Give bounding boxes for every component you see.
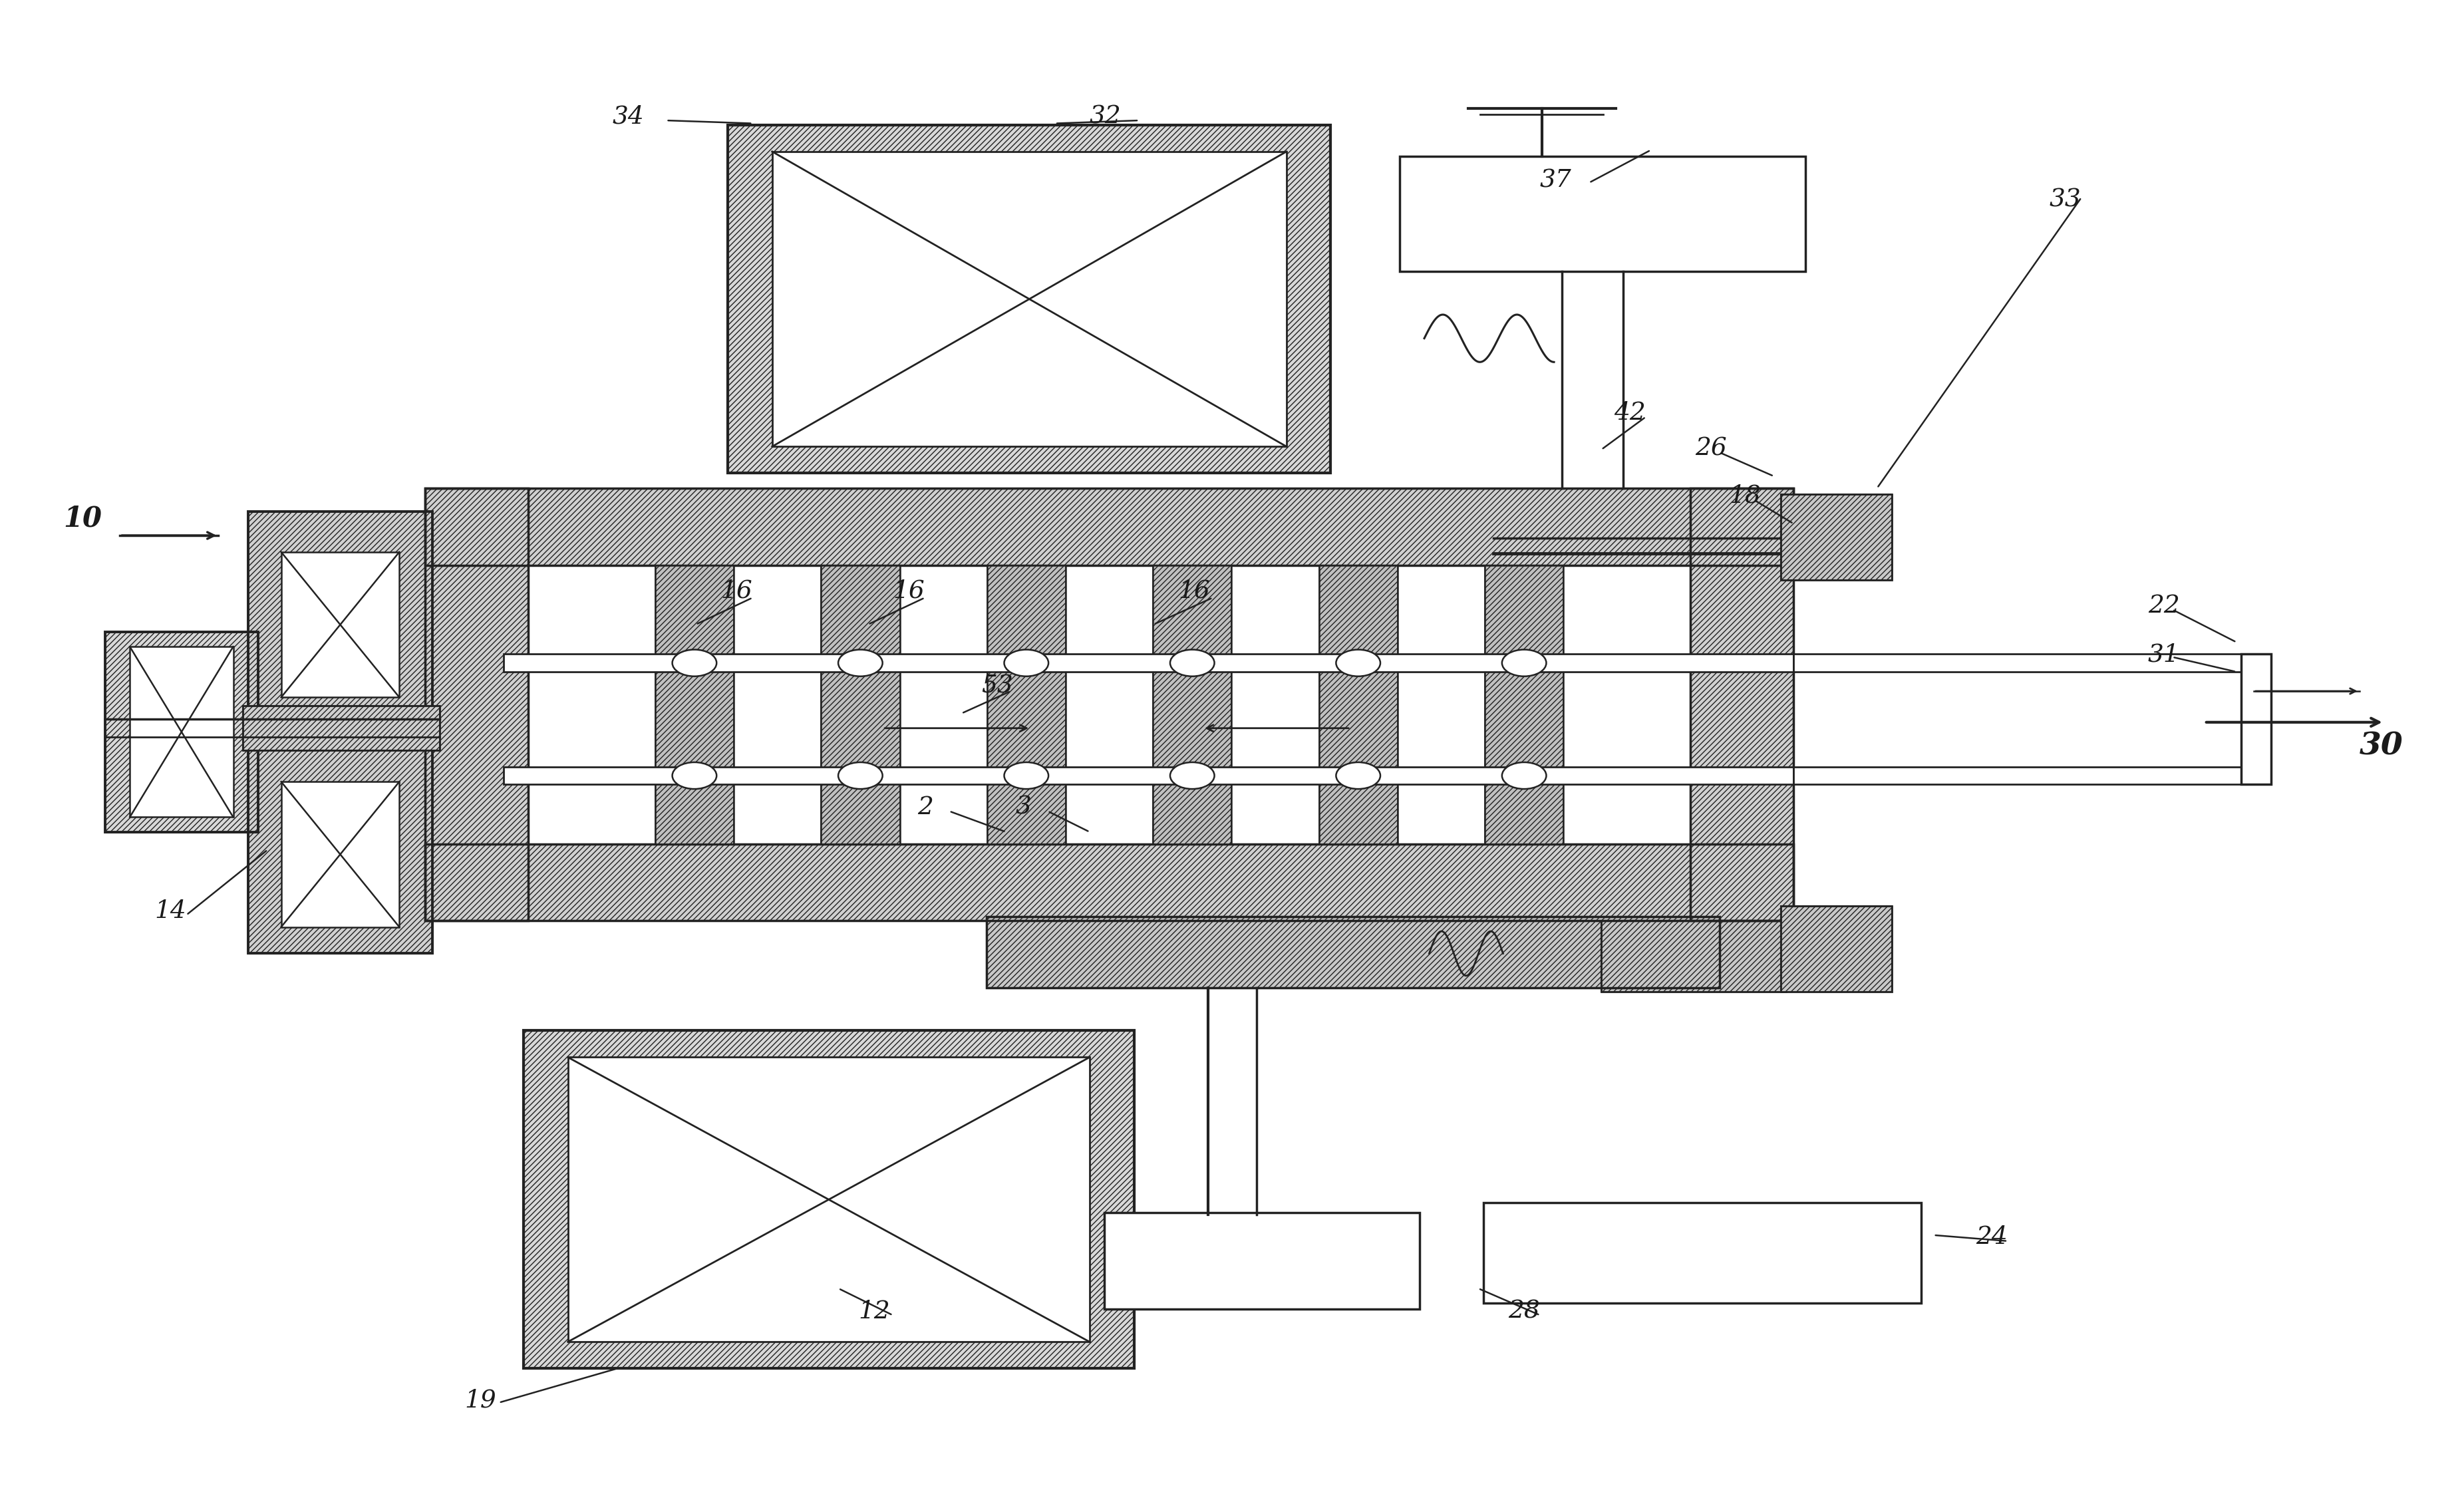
Text: 33: 33	[2050, 187, 2080, 211]
Bar	[106, 632, 259, 832]
Text: 22: 22	[2146, 594, 2178, 618]
Text: 12: 12	[857, 1300, 890, 1324]
Text: 26: 26	[1695, 437, 1727, 461]
Circle shape	[673, 762, 717, 789]
Bar	[567, 1057, 1089, 1342]
Text: 42: 42	[1614, 401, 1646, 425]
Bar	[655, 565, 734, 844]
Text: 37: 37	[1540, 168, 1572, 193]
Circle shape	[1501, 649, 1545, 676]
Bar	[821, 565, 899, 844]
Circle shape	[1501, 762, 1545, 789]
Circle shape	[1003, 762, 1047, 789]
Bar	[727, 125, 1331, 473]
Bar	[244, 706, 439, 750]
Bar	[727, 125, 1331, 473]
Bar	[1690, 487, 1794, 921]
Circle shape	[838, 649, 882, 676]
Circle shape	[1003, 649, 1047, 676]
Bar	[249, 511, 431, 954]
Bar	[1318, 565, 1397, 844]
Bar	[2240, 654, 2269, 785]
Text: 31: 31	[2146, 643, 2178, 667]
Bar	[1794, 767, 2240, 785]
Text: 53: 53	[981, 675, 1013, 698]
Text: 34: 34	[611, 106, 643, 129]
Circle shape	[1170, 649, 1215, 676]
Bar	[503, 767, 1794, 785]
Bar	[1781, 493, 1892, 580]
Circle shape	[1335, 762, 1380, 789]
Text: 18: 18	[1730, 484, 1762, 508]
Circle shape	[1335, 649, 1380, 676]
Bar	[244, 706, 439, 750]
Bar	[503, 654, 1794, 672]
Bar	[1400, 156, 1806, 272]
Bar	[821, 565, 899, 844]
Bar	[1781, 493, 1892, 580]
Bar	[281, 551, 399, 697]
Bar	[771, 152, 1286, 446]
Bar	[1104, 1213, 1419, 1309]
Text: 16: 16	[719, 580, 752, 603]
Bar	[986, 565, 1064, 844]
Bar	[106, 632, 259, 832]
Text: 10: 10	[64, 505, 101, 532]
Bar	[249, 511, 431, 954]
Text: 16: 16	[892, 580, 924, 603]
Text: 24: 24	[1976, 1226, 2006, 1250]
Bar	[1483, 1202, 1922, 1303]
Circle shape	[838, 762, 882, 789]
Bar	[1483, 565, 1562, 844]
Circle shape	[1170, 762, 1215, 789]
Bar	[986, 917, 1720, 988]
Bar	[424, 487, 1794, 565]
Text: 28: 28	[1508, 1300, 1540, 1324]
Bar	[522, 1031, 1133, 1369]
Text: 2: 2	[917, 795, 934, 819]
Bar	[1318, 565, 1397, 844]
Text: 16: 16	[1178, 580, 1210, 603]
Bar	[1781, 906, 1892, 993]
Bar	[1153, 565, 1232, 844]
Bar	[424, 487, 527, 921]
Text: 14: 14	[155, 899, 187, 923]
Circle shape	[673, 649, 717, 676]
Bar	[522, 1031, 1133, 1369]
Bar	[1690, 487, 1794, 921]
Bar	[131, 646, 234, 817]
Bar	[1483, 565, 1562, 844]
Bar	[424, 844, 1794, 921]
Bar	[424, 844, 1794, 921]
Bar	[1153, 565, 1232, 844]
Bar	[1781, 906, 1892, 993]
Bar	[1794, 654, 2240, 672]
Text: 32: 32	[1089, 106, 1121, 129]
Bar	[281, 782, 399, 927]
Bar	[1602, 921, 1786, 993]
Text: 30: 30	[2358, 731, 2402, 761]
Bar	[986, 565, 1064, 844]
Bar	[1602, 921, 1786, 993]
Bar	[655, 565, 734, 844]
Text: 19: 19	[463, 1388, 495, 1412]
Bar	[424, 487, 1794, 565]
Bar	[986, 917, 1720, 988]
Bar	[424, 487, 527, 921]
Text: 3: 3	[1015, 795, 1032, 819]
